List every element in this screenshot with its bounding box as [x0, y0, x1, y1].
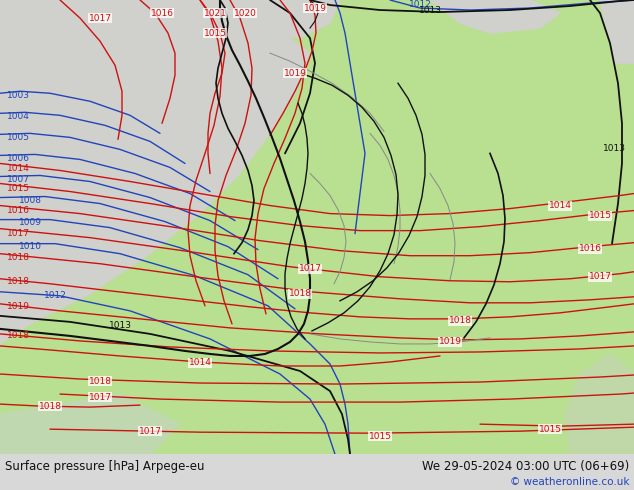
- Polygon shape: [600, 0, 634, 63]
- Text: 1015: 1015: [588, 211, 612, 220]
- Text: 1004: 1004: [6, 112, 29, 121]
- Text: 1016: 1016: [6, 206, 30, 215]
- Text: 1003: 1003: [6, 91, 30, 100]
- Text: 1012: 1012: [408, 0, 432, 8]
- Text: 1019: 1019: [6, 302, 30, 311]
- Text: Surface pressure [hPa] Arpege-eu: Surface pressure [hPa] Arpege-eu: [5, 460, 205, 473]
- Text: 1014: 1014: [548, 201, 571, 210]
- Text: 1019: 1019: [439, 338, 462, 346]
- Text: 1015: 1015: [6, 184, 30, 193]
- Text: 1017: 1017: [588, 272, 612, 281]
- Polygon shape: [565, 354, 634, 454]
- Text: 1017: 1017: [6, 229, 30, 238]
- Text: 1018: 1018: [39, 402, 61, 411]
- Text: 1015: 1015: [204, 28, 226, 38]
- Text: 1014: 1014: [188, 359, 211, 368]
- Text: We 29-05-2024 03:00 UTC (06+69): We 29-05-2024 03:00 UTC (06+69): [422, 460, 629, 473]
- Text: 1010: 1010: [18, 242, 41, 251]
- Text: 1017: 1017: [299, 264, 321, 273]
- Text: 1007: 1007: [6, 175, 30, 184]
- Polygon shape: [200, 0, 340, 38]
- Polygon shape: [0, 394, 180, 454]
- Text: 1013: 1013: [602, 144, 626, 153]
- Text: © weatheronline.co.uk: © weatheronline.co.uk: [510, 477, 629, 487]
- Text: 1018: 1018: [288, 289, 311, 298]
- Text: 1009: 1009: [18, 218, 41, 227]
- Text: 1016: 1016: [578, 244, 602, 253]
- Text: 1014: 1014: [6, 164, 29, 173]
- Text: 1018: 1018: [448, 317, 472, 325]
- Text: 1015: 1015: [538, 425, 562, 434]
- Text: 1013: 1013: [418, 5, 441, 15]
- Text: 1006: 1006: [6, 154, 30, 163]
- Text: 1015: 1015: [368, 432, 392, 441]
- Polygon shape: [430, 0, 560, 33]
- Text: 1017: 1017: [138, 427, 162, 436]
- Polygon shape: [0, 0, 310, 344]
- Text: 1019: 1019: [283, 69, 306, 78]
- Text: 1018: 1018: [6, 277, 30, 286]
- Text: 1012: 1012: [44, 291, 67, 300]
- Text: 1005: 1005: [6, 133, 30, 142]
- Text: 1021: 1021: [204, 8, 226, 18]
- Text: 1018: 1018: [6, 253, 30, 262]
- Text: 1016: 1016: [150, 8, 174, 18]
- Text: 1019: 1019: [304, 3, 327, 13]
- Text: 1018: 1018: [89, 376, 112, 386]
- Text: 1008: 1008: [18, 196, 41, 205]
- Text: 1020: 1020: [233, 8, 256, 18]
- Text: 1018: 1018: [6, 331, 30, 341]
- Text: 1017: 1017: [89, 14, 112, 23]
- Text: 1013: 1013: [108, 321, 131, 330]
- Text: 1017: 1017: [89, 392, 112, 402]
